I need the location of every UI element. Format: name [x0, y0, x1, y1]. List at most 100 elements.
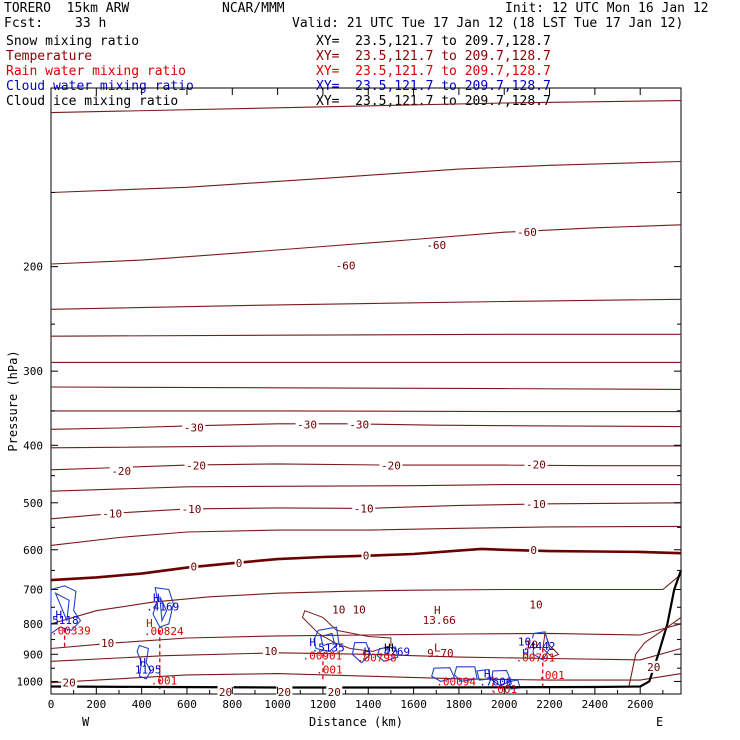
x-tick-label: 1200: [310, 698, 337, 711]
contour-label: 0: [236, 557, 243, 570]
x-tick-label: 800: [222, 698, 242, 711]
contour-label-background: [180, 502, 204, 515]
contour-label: -10: [102, 507, 122, 520]
contour-label: -10: [526, 498, 546, 511]
contour-label-background: [182, 421, 206, 434]
contour-label-background: [262, 644, 279, 657]
contour-annotation: H: [309, 636, 316, 649]
contour-annotation: H: [484, 668, 491, 681]
contour-annotation: .7606: [479, 675, 512, 688]
y-tick-label: 800: [23, 618, 43, 631]
contour-label-background: [424, 239, 448, 252]
contour-label: 10: [332, 603, 345, 616]
isotherm-minus-40: [50, 386, 682, 390]
x-tick-label: 2200: [536, 698, 563, 711]
contour-annotation: .00824: [144, 625, 184, 638]
contour-label: -20: [111, 465, 131, 478]
isotherm-5: [50, 573, 682, 625]
contour-label-background: [523, 638, 540, 651]
contour-label-background: [351, 603, 368, 616]
contour-label: -60: [426, 239, 446, 252]
field-range-temperature: XY= 23.5,121.7 to 209.7,128.7: [316, 49, 551, 64]
rain-extent-contour: [542, 631, 560, 658]
contour-label-background: [234, 556, 244, 569]
contour-annotation: 9.70: [427, 647, 454, 660]
contour-label-background: [529, 544, 539, 557]
contour-label: -30: [184, 421, 204, 434]
valid-label: Valid: 21 UTC Tue 17 Jan 12 (18 LST Tue …: [292, 16, 684, 31]
cloud-water-contour: [152, 587, 174, 628]
x-tick-label: 0: [48, 698, 55, 711]
cloud-water-contour: [54, 592, 70, 621]
x-tick-label: 2400: [582, 698, 609, 711]
contour-label-background: [184, 459, 208, 472]
contour-label-background: [379, 459, 403, 472]
contour-label: -30: [297, 418, 317, 431]
cloud-water-contour: [431, 667, 456, 682]
contour-annotation: H: [522, 647, 529, 660]
cloud-water-contour: [50, 585, 82, 635]
y-tick-label: 300: [23, 365, 43, 378]
cloud-water-contour: [136, 644, 152, 680]
x-tick-label: 1400: [355, 698, 382, 711]
cloud-water-contour: [351, 642, 372, 664]
contour-label-background: [217, 686, 234, 699]
field-range-snow: XY= 23.5,121.7 to 209.7,128.7: [316, 34, 551, 49]
west-endpoint-label: W: [82, 715, 90, 729]
isotherm-minus-50: [50, 333, 681, 337]
isotherm-minus-55: [50, 298, 682, 310]
contour-annotation: .00339: [51, 624, 91, 637]
contour-annotation: HL: [384, 641, 398, 654]
x-tick-label: 400: [132, 698, 152, 711]
contour-annotation: .00798: [357, 651, 397, 664]
contour-label-background: [524, 497, 548, 510]
contour-annotation: H .4269: [364, 646, 410, 659]
contour-label-background: [361, 549, 371, 562]
y-tick-label: 600: [23, 544, 43, 557]
contour-label: -60: [517, 226, 537, 239]
contour-label: 10: [525, 638, 538, 651]
contour-label-background: [276, 686, 293, 699]
terrain-line: [50, 570, 683, 689]
y-tick-label: 400: [23, 439, 43, 452]
contour-label: 20: [219, 686, 232, 699]
contour-annotation: H: [146, 617, 153, 630]
contour-label: 10: [353, 603, 366, 616]
contour-label: 10: [101, 637, 114, 650]
contour-annotation: H: [434, 604, 441, 617]
contour-label-background: [99, 637, 116, 650]
contour-label: 0: [530, 544, 537, 557]
isotherm-15: [50, 647, 682, 662]
contour-label: 10: [264, 645, 277, 658]
contour-label-background: [326, 686, 343, 699]
contour-label-background: [527, 598, 544, 611]
cloud-water-contour: [491, 669, 512, 686]
cloud-water-contour: [159, 596, 168, 623]
contour-annotation: 10: [518, 636, 531, 649]
contour-label: 20: [647, 661, 660, 674]
contour-label: 0: [190, 560, 197, 573]
contour-annotation: .4442: [522, 640, 555, 653]
y-tick-label: 500: [23, 497, 43, 510]
contour-annotation: L: [434, 641, 441, 654]
cloud-water-contour: [476, 668, 492, 681]
contour-annotation: 5118: [52, 614, 79, 627]
contour-label-background: [109, 465, 133, 478]
contour-label-background: [295, 418, 319, 431]
init-label: Init: 12 UTC Mon 16 Jan 12: [505, 1, 709, 16]
contour-annotation: 1195: [135, 664, 162, 677]
contour-label: 10: [529, 599, 542, 612]
y-tick-label: 1000: [17, 675, 44, 688]
contour-annotation: 13.66: [423, 614, 456, 627]
contour-label-background: [645, 660, 662, 673]
cloud-water-contour: [453, 666, 478, 682]
contour-label: -20: [381, 460, 401, 473]
contour-label: -10: [182, 503, 202, 516]
contour-label: 20: [328, 686, 341, 699]
contour-annotation: .001: [538, 669, 565, 682]
contour-label-background: [189, 560, 199, 573]
isotherm-minus-20: [50, 463, 681, 471]
contour-label-background: [330, 603, 347, 616]
contour-label-background: [347, 418, 371, 431]
contour-label: 20: [278, 686, 291, 699]
